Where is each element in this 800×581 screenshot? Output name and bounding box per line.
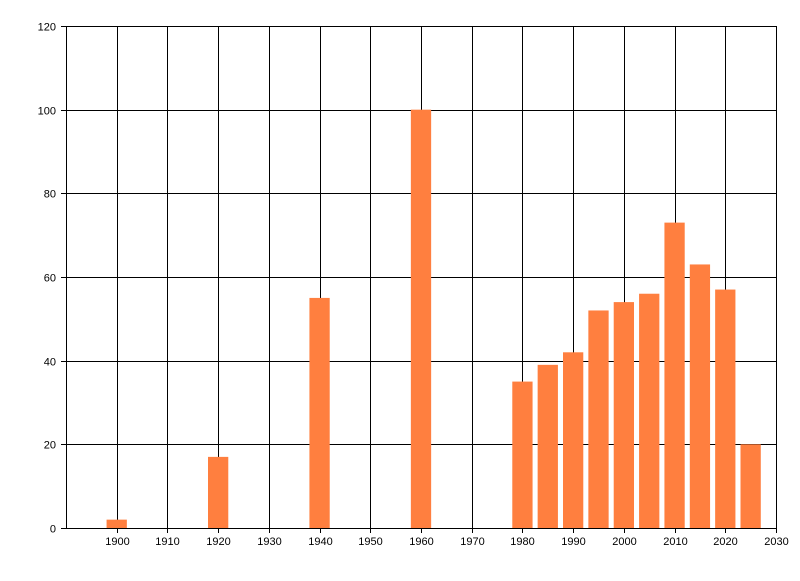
bar-2025 (740, 444, 761, 528)
x-tick-label: 1950 (358, 536, 382, 548)
x-tick-label: 1960 (409, 536, 433, 548)
bar-1980 (512, 381, 533, 528)
bar-1985 (537, 364, 558, 528)
bar-1960 (410, 109, 432, 529)
bar-1995 (588, 310, 609, 528)
x-tick-label: 1990 (561, 536, 585, 548)
bar-2000 (613, 302, 634, 528)
x-tick-label: 2020 (713, 536, 737, 548)
y-tick-label: 0 (50, 524, 56, 536)
x-tick-labels: 1900 1910 1920 1930 1940 1950 1960 1970 1980 1990… (105, 536, 788, 548)
x-tick-label: 1910 (155, 536, 179, 548)
x-tick-label: 1920 (206, 536, 230, 548)
x-tick-label: 1900 (105, 536, 129, 548)
bars (106, 109, 761, 529)
y-tick-labels: 0 20 40 60 80 100 120 (38, 22, 56, 536)
x-tick-label: 1930 (257, 536, 281, 548)
bar-1940 (309, 297, 330, 528)
y-tick-label: 100 (38, 106, 56, 118)
x-tick-label: 2010 (663, 536, 687, 548)
y-tick-label: 60 (44, 273, 56, 285)
y-tick-label: 120 (38, 22, 56, 34)
bar-1900 (106, 519, 127, 528)
bar-2020 (715, 289, 736, 528)
x-tick-label: 1940 (308, 536, 332, 548)
bar-2010 (664, 222, 685, 528)
axes (61, 26, 777, 533)
x-tick-label: 2000 (612, 536, 636, 548)
bar-1920 (208, 456, 229, 528)
y-tick-label: 80 (44, 189, 56, 201)
x-tick-label: 1980 (510, 536, 534, 548)
y-tick-label: 40 (44, 357, 56, 369)
bar-2015 (689, 264, 711, 528)
bar-2005 (639, 293, 660, 528)
y-tick-label: 20 (44, 440, 56, 452)
bar-1990 (563, 352, 584, 528)
x-tick-label: 2030 (764, 536, 788, 548)
x-tick-label: 1970 (460, 536, 484, 548)
